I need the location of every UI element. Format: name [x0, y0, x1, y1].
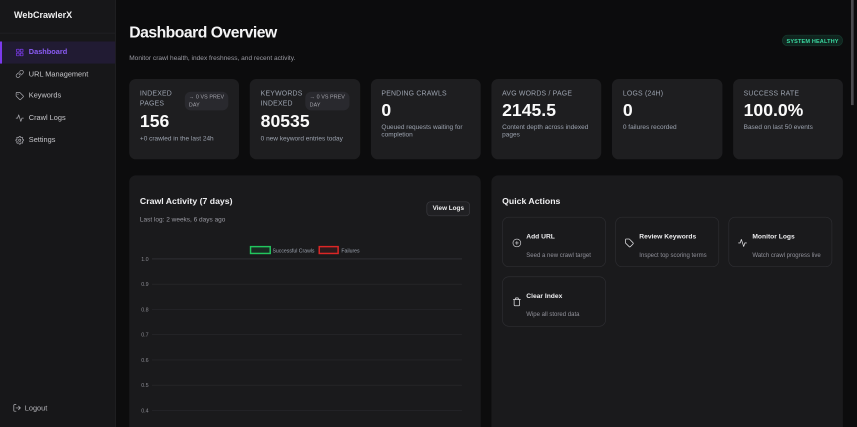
- svg-text:0.6: 0.6: [141, 358, 148, 364]
- svg-text:0.5: 0.5: [141, 383, 148, 389]
- svg-text:1.0: 1.0: [141, 257, 148, 263]
- svg-text:0.4: 0.4: [141, 408, 148, 414]
- svg-text:0.9: 0.9: [141, 282, 148, 288]
- svg-text:Failures: Failures: [341, 249, 360, 255]
- svg-text:0.7: 0.7: [141, 333, 148, 339]
- svg-text:0.8: 0.8: [141, 307, 148, 313]
- svg-text:Successful Crawls: Successful Crawls: [272, 249, 314, 255]
